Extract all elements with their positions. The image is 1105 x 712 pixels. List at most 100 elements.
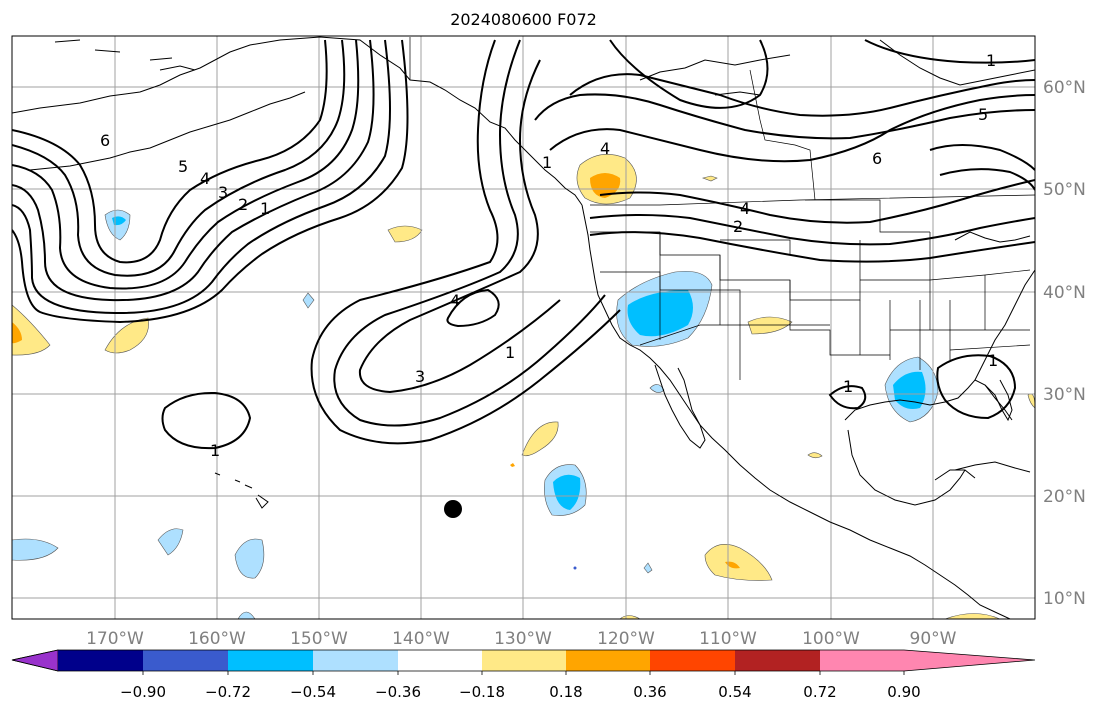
colorbar-tick-label: −0.90 — [120, 683, 166, 701]
colorbar-tick-label: −0.54 — [290, 683, 336, 701]
contour-ridge-4 — [446, 288, 500, 328]
positive-anomaly-small-dot — [510, 463, 515, 467]
lat-label: 10°N — [1043, 589, 1086, 609]
positive-anomaly-west-pacific — [104, 317, 149, 354]
lon-label: 170°W — [86, 629, 144, 649]
lat-label: 20°N — [1043, 487, 1086, 507]
colorbar-tick-label: −0.36 — [375, 683, 421, 701]
colorbar-tick-label: −0.72 — [205, 683, 251, 701]
coastline-northeast — [879, 39, 1035, 86]
latitude-labels: 60°N 50°N 40°N 30°N 20°N 10°N — [1043, 78, 1086, 609]
colorbar-segment — [143, 650, 228, 671]
colorbar-tick-label: −0.18 — [459, 683, 505, 701]
contour-gulf-east-1 — [936, 354, 1017, 420]
contour-label: 4 — [600, 139, 610, 158]
contour-north-6 — [549, 94, 1035, 163]
contour-north-4a — [599, 179, 1035, 224]
colorbar-segment — [228, 650, 313, 671]
colorbar-tick-label: 0.18 — [549, 683, 582, 701]
positive-anomaly-west-edge — [12, 304, 51, 356]
colorbar-segment — [58, 650, 143, 671]
contour-north-1 — [589, 231, 1035, 263]
positive-anomaly-east-pacific-core — [725, 561, 740, 569]
negative-anomaly-southwest-edge — [12, 538, 59, 561]
contour-north-loop — [929, 144, 1035, 171]
coastline-baja — [654, 364, 706, 449]
coastline-gulf — [844, 379, 1013, 506]
contour-label: 3 — [218, 183, 228, 202]
negative-anomaly-mid-pacific-south-core — [553, 474, 581, 510]
colorbar-right-extend — [904, 650, 1035, 671]
positive-anomaly-west-edge-core — [12, 322, 22, 344]
colorbar-tick-label: 0.54 — [718, 683, 751, 701]
contour-labels: 6 5 4 3 2 1 4 3 1 4 1 6 5 4 2 1 1 1 1 — [100, 51, 998, 460]
colorbar-segment — [566, 650, 650, 671]
negative-anomaly-small-diamond — [302, 292, 315, 309]
lat-label: 40°N — [1043, 283, 1086, 303]
positive-anomaly-pacific-nw-core — [590, 173, 621, 198]
positive-anomaly-gulf-small — [807, 452, 823, 459]
contour-ridge-inner — [358, 59, 561, 394]
contour-west-1 — [12, 39, 409, 324]
contour-lines — [12, 39, 1035, 450]
contour-north-2 — [589, 214, 1035, 246]
positive-anomaly-offshore — [387, 225, 423, 243]
lon-label: 110°W — [699, 629, 757, 649]
lon-label: 160°W — [188, 629, 246, 649]
contour-label: 1 — [986, 51, 996, 70]
lat-label: 50°N — [1043, 180, 1086, 200]
negative-anomaly-small-south — [643, 562, 653, 574]
contour-ridge-1 — [310, 39, 621, 445]
negative-anomaly-hawaii-east — [234, 538, 265, 579]
contour-northeast-1 — [864, 39, 1035, 64]
lon-label: 130°W — [494, 629, 552, 649]
coastline-cuba — [954, 461, 1031, 473]
colorbar-tick-label: 0.36 — [633, 683, 666, 701]
state-borders — [409, 37, 1035, 380]
contour-label: 2 — [238, 195, 248, 214]
location-marker-dot — [444, 500, 462, 518]
contour-west-6 — [12, 39, 328, 264]
coastline-great-lakes — [954, 231, 1031, 243]
lon-label: 90°W — [910, 629, 957, 649]
contour-hudson-1 — [609, 39, 769, 109]
coastline-west-coast — [581, 204, 1011, 619]
contour-ridge-3 — [333, 39, 606, 427]
contour-label: 4 — [740, 199, 750, 218]
colorbar-segment — [735, 650, 820, 671]
contour-label: 1 — [260, 199, 270, 218]
colorbar-segment — [398, 650, 482, 671]
longitude-labels: 170°W 160°W 150°W 140°W 130°W 120°W 110°… — [86, 629, 957, 649]
colorbar-left-extend — [11, 649, 59, 672]
contour-label: 1 — [210, 441, 220, 460]
lon-label: 140°W — [392, 629, 450, 649]
positive-anomaly-mid-pacific — [521, 421, 559, 457]
contour-label: 5 — [178, 157, 188, 176]
coastline-yucatan — [934, 469, 976, 481]
positive-anomaly-southwest-us — [747, 316, 793, 335]
coastline-aleutians — [29, 91, 306, 171]
colorbar-tick-label: 0.72 — [803, 683, 836, 701]
contour-label: 1 — [505, 343, 515, 362]
negative-anomaly-hawaii-west — [157, 528, 184, 556]
contour-label: 1 — [843, 377, 853, 396]
positive-anomaly-upper-right — [701, 175, 718, 182]
coastline-alaska — [12, 36, 583, 206]
contour-west-3 — [12, 39, 375, 302]
contour-north-5 — [569, 73, 1035, 117]
negative-anomaly-baja — [649, 384, 665, 393]
coastline-hudson — [639, 54, 791, 96]
contour-label: 1 — [542, 153, 552, 172]
contour-north-loop2 — [939, 168, 1035, 191]
colorbar-segment — [650, 650, 735, 671]
contour-north-extra — [534, 93, 1035, 140]
contour-subtropic-1a — [161, 391, 252, 450]
lon-label: 100°W — [802, 629, 860, 649]
coastline-hawaii — [214, 472, 269, 509]
colorbar-segment — [482, 650, 566, 671]
contour-west-5 — [12, 39, 346, 277]
lat-label: 30°N — [1043, 385, 1086, 405]
lon-label: 150°W — [290, 629, 348, 649]
contour-west-2 — [12, 39, 391, 315]
